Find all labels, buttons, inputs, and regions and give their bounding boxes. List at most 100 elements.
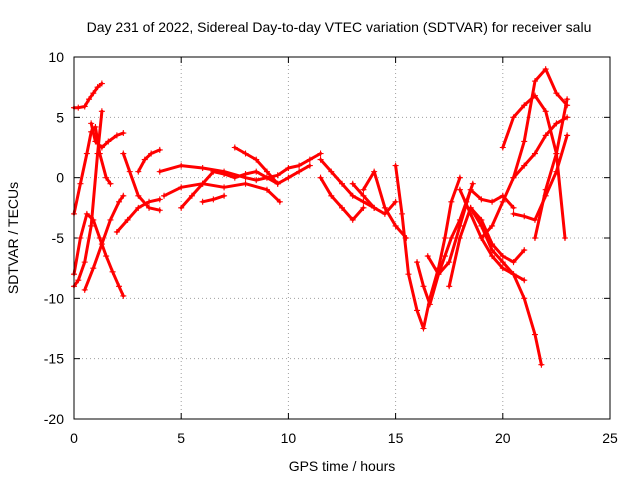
data-point (510, 271, 517, 278)
x-tick-label: 10 (281, 430, 297, 446)
data-point (107, 216, 114, 223)
data-point (105, 138, 112, 145)
series-arc-16 (317, 174, 367, 223)
y-tick-label: 0 (56, 170, 64, 186)
data-point (98, 144, 105, 151)
data-point (253, 177, 260, 184)
data-point (98, 108, 105, 115)
data-point (521, 277, 528, 284)
data-point (446, 259, 453, 266)
data-point (306, 156, 313, 163)
y-tick-label: 10 (48, 49, 64, 65)
data-point (296, 168, 303, 175)
data-point (392, 222, 399, 229)
series-arc-11 (156, 150, 324, 184)
data-point (135, 168, 142, 175)
data-point (148, 150, 155, 157)
series-line (533, 97, 569, 240)
data-point (126, 168, 133, 175)
series-arc-9 (135, 146, 163, 175)
data-point (399, 210, 406, 217)
data-point (420, 283, 427, 290)
y-axis-label: SDTVAR / TECUs (5, 182, 21, 294)
data-point (120, 150, 127, 157)
data-point (199, 165, 206, 172)
data-point (77, 180, 84, 187)
data-point (414, 307, 421, 314)
data-point (86, 96, 93, 103)
x-tick-label: 15 (388, 430, 404, 446)
data-point (538, 361, 545, 368)
data-point (542, 186, 549, 193)
data-point (499, 253, 506, 260)
data-point (424, 253, 431, 260)
data-point (83, 210, 90, 217)
data-point (263, 168, 270, 175)
series-arc-6 (88, 120, 127, 151)
series-arc-13 (199, 192, 228, 205)
series-line (115, 197, 162, 234)
x-axis-label: GPS time / hours (289, 458, 396, 474)
data-point (448, 235, 455, 241)
data-point (553, 150, 560, 157)
data-point (371, 168, 378, 175)
data-point (478, 196, 485, 203)
data-point (360, 186, 367, 193)
data-point (456, 235, 463, 241)
data-point (349, 180, 356, 187)
data-point (521, 102, 528, 109)
series-arc-10 (161, 180, 283, 205)
data-point (141, 156, 148, 163)
data-point (564, 114, 571, 121)
series-arc-19 (392, 162, 463, 332)
data-point (81, 286, 88, 293)
data-point (285, 174, 292, 181)
data-point (328, 168, 335, 175)
data-point (135, 204, 142, 211)
data-point (75, 104, 82, 111)
data-point (135, 192, 142, 199)
data-point (120, 292, 127, 299)
data-point (478, 235, 485, 241)
data-point (221, 192, 228, 199)
data-point (521, 162, 528, 169)
data-point (221, 184, 228, 191)
grid-lines (74, 57, 610, 419)
data-point (96, 235, 103, 241)
data-point (75, 277, 82, 284)
data-point (489, 198, 496, 205)
series-line (319, 158, 376, 210)
data-point (381, 204, 388, 211)
y-tick-label: 5 (56, 109, 64, 125)
data-point (339, 204, 345, 211)
data-point (561, 235, 568, 241)
data-point (499, 198, 506, 205)
data-point (178, 162, 185, 169)
data-point (499, 259, 506, 266)
data-point (360, 192, 367, 199)
data-point (94, 84, 101, 91)
data-point (109, 268, 116, 275)
data-point (210, 196, 217, 203)
data-point (88, 120, 95, 127)
data-point (116, 283, 123, 290)
data-point (489, 253, 496, 260)
data-point (274, 172, 281, 179)
data-point (510, 210, 517, 217)
data-point (306, 162, 313, 169)
data-point (296, 162, 303, 169)
series-arc-4 (71, 80, 105, 111)
data-point (553, 120, 560, 127)
series-line (512, 67, 569, 180)
data-point (156, 207, 163, 214)
data-point (531, 216, 538, 223)
data-point (478, 222, 485, 229)
x-tick-label: 5 (177, 430, 185, 446)
data-point (317, 150, 324, 157)
data-point (317, 156, 324, 163)
chart-title: Day 231 of 2022, Sidereal Day-to-day VTE… (87, 19, 592, 35)
series-line (469, 206, 543, 367)
data-point (489, 222, 496, 229)
data-point (156, 146, 163, 153)
series-arc-12 (178, 162, 313, 211)
